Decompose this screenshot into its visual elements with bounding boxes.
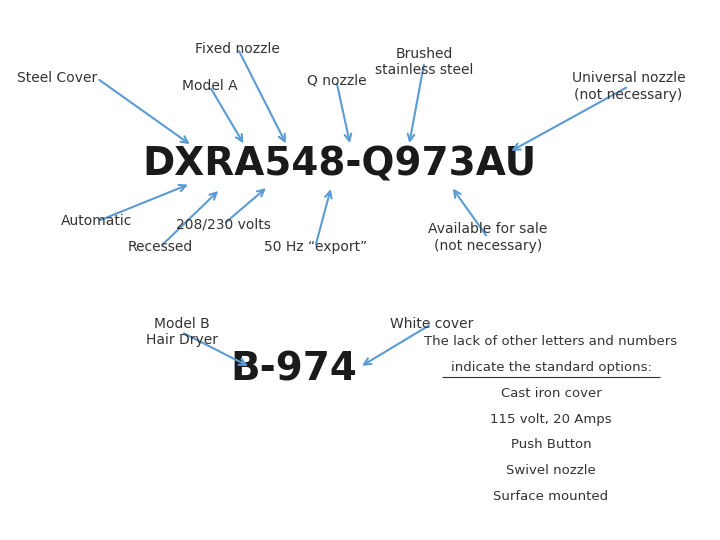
Text: 115 volt, 20 Amps: 115 volt, 20 Amps (490, 413, 612, 426)
Text: 50 Hz “export”: 50 Hz “export” (264, 240, 367, 254)
Text: indicate the standard options:: indicate the standard options: (451, 361, 652, 374)
Text: Model B
Hair Dryer: Model B Hair Dryer (145, 317, 217, 347)
Text: Push Button: Push Button (510, 438, 591, 451)
Text: Brushed
stainless steel: Brushed stainless steel (375, 47, 474, 77)
Text: Recessed: Recessed (127, 240, 193, 254)
Text: Fixed nozzle: Fixed nozzle (195, 42, 280, 56)
Text: Model A: Model A (182, 79, 238, 93)
Text: DXRA548-Q973AU: DXRA548-Q973AU (143, 146, 537, 184)
Text: Available for sale
(not necessary): Available for sale (not necessary) (428, 222, 547, 253)
Text: 208/230 volts: 208/230 volts (176, 217, 271, 231)
Text: Universal nozzle
(not necessary): Universal nozzle (not necessary) (572, 71, 685, 102)
Text: White cover: White cover (390, 317, 473, 331)
Text: Surface mounted: Surface mounted (493, 490, 608, 503)
Text: Q nozzle: Q nozzle (307, 74, 366, 88)
Text: B-974: B-974 (230, 351, 358, 389)
Text: The lack of other letters and numbers: The lack of other letters and numbers (425, 335, 678, 348)
Text: Cast iron cover: Cast iron cover (500, 387, 601, 400)
Text: Steel Cover: Steel Cover (17, 71, 97, 85)
Text: Swivel nozzle: Swivel nozzle (506, 464, 596, 477)
Text: Automatic: Automatic (61, 214, 132, 228)
